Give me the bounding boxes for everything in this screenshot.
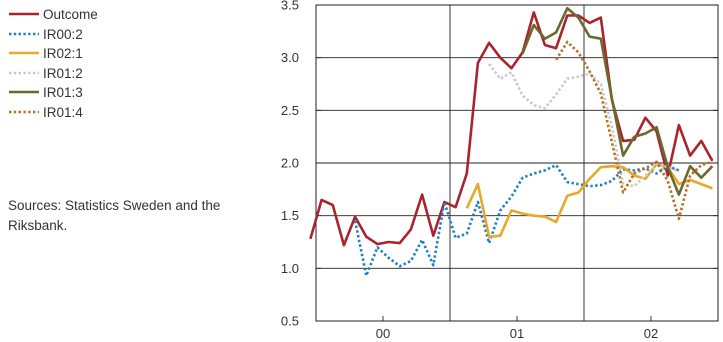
legend-swatch	[9, 110, 39, 114]
series-line-ir02-1	[465, 162, 713, 238]
legend-swatch	[9, 91, 39, 94]
x-tick-label: 02	[644, 326, 658, 341]
y-tick-label: 1.0	[281, 261, 299, 276]
x-tick-label: 00	[376, 326, 390, 341]
x-tick-label: 01	[510, 326, 524, 341]
legend-label: IR01:2	[43, 65, 83, 81]
series-line-ir01-4	[554, 40, 713, 221]
y-tick-label: 3.0	[281, 50, 299, 65]
legend-swatch	[9, 32, 39, 35]
series-line-ir01-3	[521, 6, 714, 196]
legend-label: IR02:1	[43, 46, 83, 62]
y-tick-label: 1.5	[281, 208, 299, 223]
source-note: Sources: Statistics Sweden and the Riksb…	[8, 198, 221, 233]
series-line-outcome	[309, 11, 714, 247]
legend-label: IR00:2	[43, 26, 83, 42]
legend-label: Outcome	[43, 7, 98, 22]
legend-label: IR01:3	[43, 85, 83, 101]
legend-swatch	[9, 51, 39, 55]
y-tick-label: 2.0	[281, 156, 299, 171]
legend-swatch	[9, 71, 39, 75]
y-tick-label: 0.5	[281, 314, 299, 329]
y-tick-label: 3.5	[281, 0, 299, 13]
y-tick-label: 2.5	[281, 103, 299, 118]
legend-label: IR01:4	[43, 104, 83, 120]
legend-swatch	[9, 12, 39, 16]
